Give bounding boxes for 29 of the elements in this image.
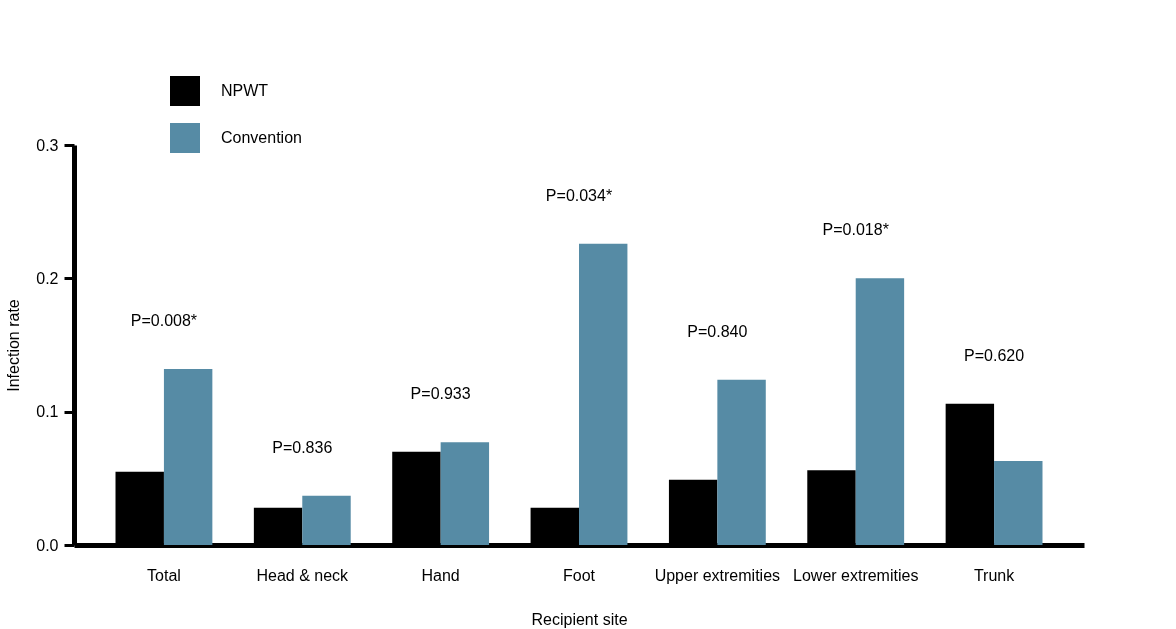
annotation: P=0.836 — [272, 438, 333, 456]
bar — [440, 442, 490, 545]
x-axis-title: Recipient site — [531, 610, 628, 628]
x-tick-label: Lower extremities — [793, 566, 919, 584]
y-tick-label: 0.3 — [36, 136, 59, 154]
y-axis-title: Infection rate — [5, 299, 23, 392]
x-tick-label: Total — [147, 566, 181, 584]
x-tick-label: Hand — [421, 566, 460, 584]
x-tick-label: Upper extremities — [654, 566, 781, 584]
annotation: P=0.034* — [545, 186, 613, 204]
x-tick-label: Trunk — [973, 566, 1016, 584]
annotation: P=0.933 — [410, 385, 471, 403]
y-tick-label: 0.1 — [36, 403, 59, 421]
legend-label: Convention — [221, 129, 302, 146]
x-tick-label: Head & neck — [256, 566, 350, 584]
y-tick-label: 0.0 — [36, 536, 59, 554]
y-tick-label: 0.2 — [36, 269, 59, 287]
bar — [163, 369, 213, 545]
bar — [302, 495, 351, 545]
x-tick-label: Foot — [562, 566, 596, 584]
bar — [855, 278, 905, 545]
bar — [579, 243, 628, 545]
annotation: P=0.008* — [130, 312, 198, 329]
annotation: P=0.620 — [964, 346, 1025, 364]
bar — [717, 379, 766, 545]
annotation: P=0.018* — [822, 221, 889, 239]
legend-label: NPWT — [221, 82, 269, 99]
bar — [994, 461, 1043, 545]
annotation: P=0.840 — [687, 322, 748, 340]
